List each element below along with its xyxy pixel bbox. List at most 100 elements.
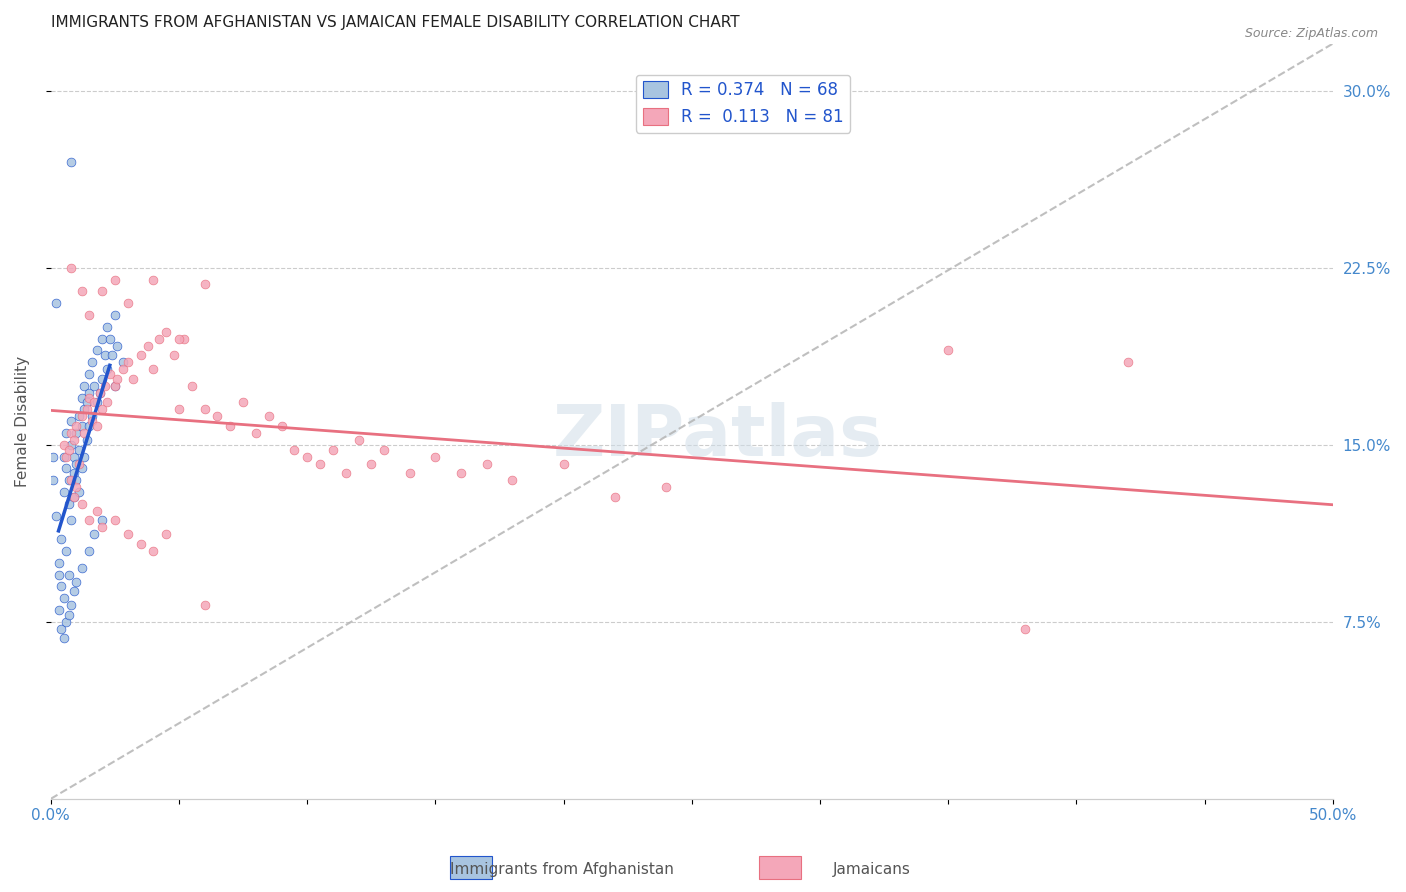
Point [91,402,114,417]
Point [603,490,626,504]
Point [553,457,575,471]
Point [347,433,370,447]
Point [49,622,72,636]
Point [63,584,86,599]
Point [76,433,98,447]
Point [107,339,129,353]
Point [63,433,86,447]
Point [79,419,101,434]
Point [104,272,127,286]
Point [45,508,67,523]
Point [70,461,93,475]
Point [42,473,65,487]
Point [63,490,86,504]
Point [91,285,114,299]
Point [142,362,165,376]
Point [65,574,87,589]
Point [80,409,103,424]
Point [86,419,108,434]
Point [655,480,678,494]
Point [136,339,159,353]
Point [70,560,93,574]
Point [60,599,83,613]
Point [58,567,80,582]
Point [79,385,101,400]
Point [257,409,280,424]
Point [73,425,96,440]
Point [79,544,101,558]
Point [58,473,80,487]
Point [104,379,127,393]
Point [111,355,134,369]
Point [475,457,498,471]
Point [70,391,93,405]
Point [96,395,118,409]
Point [101,348,124,362]
Point [450,466,472,480]
Point [76,395,98,409]
Point [1014,622,1036,636]
Point [117,355,139,369]
Point [42,450,65,464]
Point [89,385,111,400]
Point [52,485,75,500]
Point [98,332,121,346]
Point [83,379,105,393]
Point [86,343,108,358]
Point [86,395,108,409]
Point [425,450,447,464]
Text: Immigrants from Afghanistan: Immigrants from Afghanistan [450,863,675,877]
Point [79,367,101,381]
Point [80,355,103,369]
Point [79,308,101,322]
Text: Jamaicans: Jamaicans [832,863,911,877]
Point [60,260,83,275]
Point [360,457,382,471]
Point [373,442,395,457]
Point [207,409,229,424]
Point [52,632,75,646]
Point [70,419,93,434]
Point [107,372,129,386]
Point [122,372,145,386]
Point [194,402,217,417]
Point [155,325,177,339]
Point [45,296,67,310]
Point [48,567,70,582]
Y-axis label: Female Disability: Female Disability [15,356,30,487]
Point [245,425,267,440]
Point [48,556,70,570]
Point [93,348,115,362]
Point [65,419,87,434]
Point [49,579,72,593]
Point [55,450,77,464]
Point [52,450,75,464]
Point [60,154,83,169]
Point [63,490,86,504]
Point [96,319,118,334]
Point [129,537,152,551]
Point [270,419,292,434]
Point [155,527,177,541]
Text: ZIPatlas: ZIPatlas [553,401,883,471]
Point [65,457,87,471]
Point [80,414,103,428]
Legend: R = 0.374   N = 68, R =  0.113   N = 81: R = 0.374 N = 68, R = 0.113 N = 81 [636,75,851,133]
Point [73,450,96,464]
Point [55,461,77,475]
Point [117,296,139,310]
Point [194,277,217,292]
Point [322,442,344,457]
Point [67,442,90,457]
Point [117,527,139,541]
Point [60,425,83,440]
Point [67,457,90,471]
Point [91,520,114,534]
Point [91,513,114,527]
Point [58,442,80,457]
Point [73,402,96,417]
Point [55,544,77,558]
Point [48,603,70,617]
Point [104,513,127,527]
Point [52,591,75,606]
